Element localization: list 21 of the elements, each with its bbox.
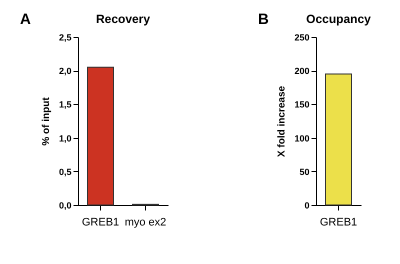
y-tick-label: 1,0 xyxy=(58,133,72,144)
text: A xyxy=(20,11,31,28)
y-tick-label: 250 xyxy=(294,32,310,42)
y-tick-label: 0 xyxy=(304,200,310,210)
x-tick-label: myo ex2 xyxy=(124,216,166,228)
y-tick-label: 200 xyxy=(294,66,310,76)
y-tick-label: 50 xyxy=(299,166,310,177)
chart-title: Recovery xyxy=(96,12,150,26)
y-tick-label: 150 xyxy=(294,100,310,110)
y-tick-label: 0,5 xyxy=(58,166,72,177)
x-tick-label: GREB1 xyxy=(320,216,358,228)
y-axis-title: X fold increase xyxy=(276,85,288,158)
x-tick-label: GREB1 xyxy=(82,216,120,228)
y-tick-label: 2,0 xyxy=(58,66,72,76)
y-tick-label: 2,5 xyxy=(58,32,72,42)
y-tick-label: 100 xyxy=(294,133,310,144)
y-tick-label: 1,5 xyxy=(58,100,72,110)
text: B xyxy=(258,11,269,28)
y-tick-label: 0,0 xyxy=(58,200,72,210)
y-axis-title: % of input xyxy=(40,96,52,146)
chart-title: Occupancy xyxy=(306,12,372,26)
